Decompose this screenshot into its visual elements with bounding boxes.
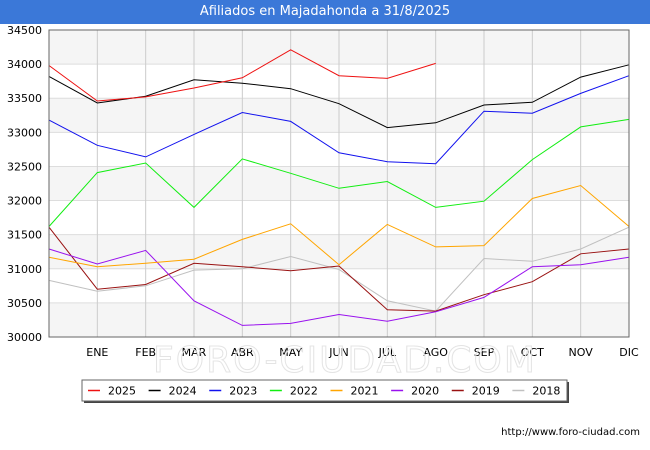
y-tick-label: 33500 <box>7 92 42 105</box>
x-tick-label: ABR <box>231 346 254 359</box>
series-line-2020 <box>48 248 630 326</box>
series-line-2018 <box>48 226 630 312</box>
x-tick-label: ENE <box>86 346 108 359</box>
x-tick-label: MAR <box>182 346 207 359</box>
series-line-2022 <box>48 118 630 227</box>
y-tick-label: 30000 <box>7 331 42 344</box>
series-line-2021 <box>48 184 630 268</box>
series-line-2024 <box>48 64 630 129</box>
y-tick-label: 32000 <box>7 195 42 208</box>
legend-label-2025: 2025 <box>108 385 136 398</box>
y-tick-label: 34500 <box>7 24 42 37</box>
x-tick-label: OCT <box>521 346 544 359</box>
legend-label-2023: 2023 <box>229 385 257 398</box>
x-tick-label: NOV <box>569 346 594 359</box>
y-tick-label: 34000 <box>7 58 42 71</box>
series-line-2019 <box>48 226 630 312</box>
x-tick-label: FEB <box>135 346 156 359</box>
y-tick-label: 30500 <box>7 297 42 310</box>
series-line-2023 <box>48 75 630 165</box>
legend-label-2018: 2018 <box>532 385 560 398</box>
legend-label-2024: 2024 <box>169 385 197 398</box>
legend-label-2019: 2019 <box>472 385 500 398</box>
x-tick-label: AGO <box>423 346 448 359</box>
chart-title: Afiliados en Majadahonda a 31/8/2025 <box>0 0 650 24</box>
y-tick-label: 33000 <box>7 126 42 139</box>
legend-label-2022: 2022 <box>290 385 318 398</box>
legend-label-2020: 2020 <box>411 385 439 398</box>
x-tick-label: SEP <box>474 346 495 359</box>
y-tick-label: 31500 <box>7 229 42 242</box>
watermark: FORO-CIUDAD.COM <box>153 340 537 381</box>
x-tick-label: MAY <box>279 346 302 359</box>
y-tick-label: 32500 <box>7 160 42 173</box>
x-axis-ticks: ENE FEB MAR ABR MAY JUN JUL AGO SEP OCT NOV DIC <box>86 346 639 359</box>
legend: 2025 2024 2023 2022 2021 2020 2019 2018 <box>81 379 569 403</box>
x-tick-label: DIC <box>619 346 639 359</box>
x-tick-label: JUL <box>378 346 397 359</box>
plot-frame <box>48 29 630 338</box>
source-url: http://www.foro-ciudad.com <box>501 427 640 438</box>
y-axis-ticks: 30000 30500 31000 31500 32000 32500 33000 33500… <box>7 24 42 344</box>
legend-label-2021: 2021 <box>351 385 379 398</box>
x-tick-label: JUN <box>328 346 349 359</box>
y-tick-label: 31000 <box>7 263 42 276</box>
series-line-2025 <box>48 49 436 102</box>
series-lines <box>48 49 630 326</box>
legend-box <box>81 379 568 402</box>
